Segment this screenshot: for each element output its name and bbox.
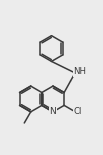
Text: N: N — [50, 107, 56, 116]
Text: Cl: Cl — [74, 107, 82, 116]
Text: NH: NH — [73, 67, 86, 76]
